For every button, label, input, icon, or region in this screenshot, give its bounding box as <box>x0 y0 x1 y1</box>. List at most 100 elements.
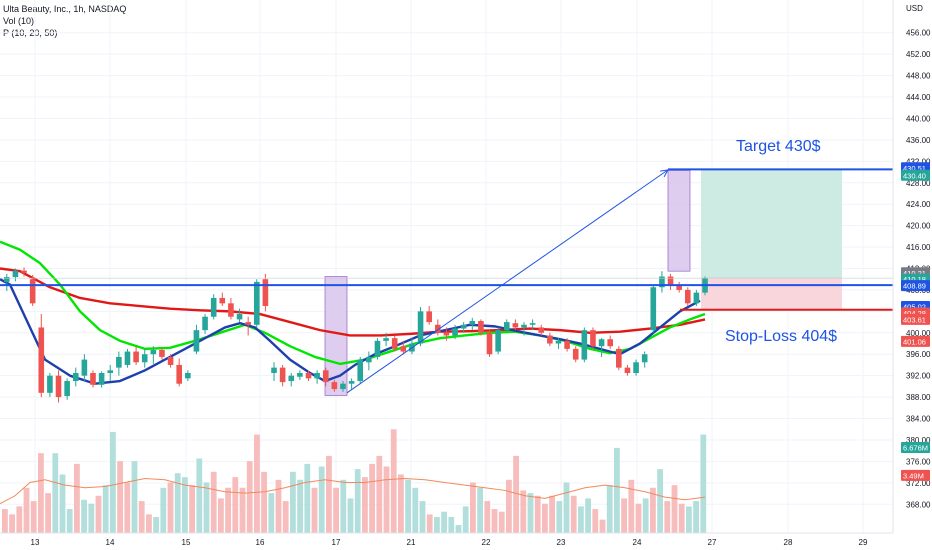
volume-bar <box>664 501 671 533</box>
time-axis: 13 14 15 16 17 21 22 23 24 27 28 29 <box>0 532 893 547</box>
price-tick-label: 400.00 <box>906 329 931 338</box>
candle-body <box>219 297 226 304</box>
volume-bar <box>650 487 656 533</box>
price-badge-label: 403.61 <box>903 315 926 324</box>
candle-body <box>107 370 114 373</box>
volume-bar <box>376 455 383 533</box>
candle-body <box>374 340 381 357</box>
time-tick-label: 27 <box>708 538 717 547</box>
price-tick-label: 416.00 <box>906 243 931 252</box>
candle-body <box>572 348 579 360</box>
volume-bar <box>45 493 51 533</box>
price-badge-label: 430.51 <box>903 164 926 173</box>
volume-bar <box>59 474 66 533</box>
arrow-head <box>660 169 669 178</box>
drawings: Target 430$ Stop-Loss 404$ <box>0 138 893 394</box>
price-badge-label: 6.676M <box>903 443 928 452</box>
volume-bar <box>527 493 534 533</box>
candle-body <box>133 351 139 363</box>
volume-bar <box>477 487 483 533</box>
volume-bar <box>462 506 469 533</box>
price-tick-label: 420.00 <box>906 222 931 231</box>
candle-body <box>676 284 682 290</box>
volume-ma-line <box>0 477 706 505</box>
volume-bar <box>628 479 635 533</box>
volume-bar <box>405 479 411 533</box>
volume-bar <box>592 509 599 533</box>
candle-body <box>391 338 398 349</box>
candle-body <box>176 364 182 384</box>
volume-bar <box>412 487 419 533</box>
candle-body <box>159 349 165 357</box>
volume-bar <box>297 479 303 533</box>
candle-body <box>193 330 200 352</box>
price-tick-label: 380.00 <box>906 436 931 445</box>
candle-body <box>90 372 96 385</box>
volume-bar <box>513 455 519 533</box>
price-badge-label: 410.18 <box>903 275 926 284</box>
candle-body <box>331 382 338 390</box>
price-badge-label: 408.89 <box>903 282 926 291</box>
candle-body <box>340 383 346 390</box>
price-badge-label: 405.02 <box>903 303 926 312</box>
volume-bar <box>66 509 73 533</box>
volume-bar <box>146 514 152 533</box>
candle-body <box>314 372 320 379</box>
price-badge <box>901 335 930 347</box>
price-badge <box>901 280 930 292</box>
candle-body <box>435 324 441 333</box>
candle-body <box>366 356 372 363</box>
volume-bar <box>484 501 491 533</box>
candle-body <box>417 311 424 344</box>
candle-body <box>305 372 312 379</box>
price-tick-label: 376.00 <box>906 457 931 466</box>
volume-bar <box>383 466 390 533</box>
volume-bar <box>318 466 325 533</box>
volume-bar <box>2 509 8 533</box>
price-tick-label: 396.00 <box>906 350 931 359</box>
volume-bar <box>621 498 627 533</box>
candle-body <box>460 324 467 329</box>
volume-bar <box>700 434 707 533</box>
volume-bar <box>498 511 505 533</box>
price-tick-label: 428.00 <box>906 179 931 188</box>
candle-body <box>633 362 639 373</box>
volume-bar <box>434 517 440 533</box>
time-tick-label: 16 <box>256 538 265 547</box>
price-tick-label: 448.00 <box>906 72 931 81</box>
candle-body <box>228 303 234 317</box>
candle-body <box>288 375 295 382</box>
candle-body <box>529 323 536 325</box>
volume-bar <box>225 487 231 533</box>
time-tick-label: 22 <box>482 538 491 547</box>
candle-body <box>167 356 174 365</box>
volume-bar <box>678 503 685 533</box>
volume-bar <box>30 501 37 533</box>
volume-bar <box>448 517 455 533</box>
volume-bar <box>542 503 548 533</box>
volume-bar <box>311 487 318 533</box>
time-tick-label: 14 <box>106 538 115 547</box>
time-tick-label: 23 <box>557 538 566 547</box>
volume-indicator-label: Vol (10) <box>3 16 35 26</box>
moving-averages <box>0 240 706 385</box>
candle-body <box>29 279 36 304</box>
candle-body <box>38 327 45 393</box>
candle-body <box>210 297 217 317</box>
volume-bar <box>686 506 692 533</box>
volume-bar <box>131 461 138 533</box>
volume-bar <box>218 498 224 533</box>
volume-bar <box>254 434 260 533</box>
volume-bar <box>290 471 296 533</box>
candle-body <box>495 330 501 352</box>
candle-body <box>245 322 251 325</box>
candle-body <box>564 340 570 349</box>
volume-ma <box>0 477 706 505</box>
volume-bar <box>570 495 577 533</box>
volume-bar <box>693 501 699 533</box>
candle-body <box>659 276 665 288</box>
target-zone <box>701 169 842 279</box>
price-badge-label: 404.28 <box>903 309 926 318</box>
time-tick-label: 28 <box>784 538 793 547</box>
